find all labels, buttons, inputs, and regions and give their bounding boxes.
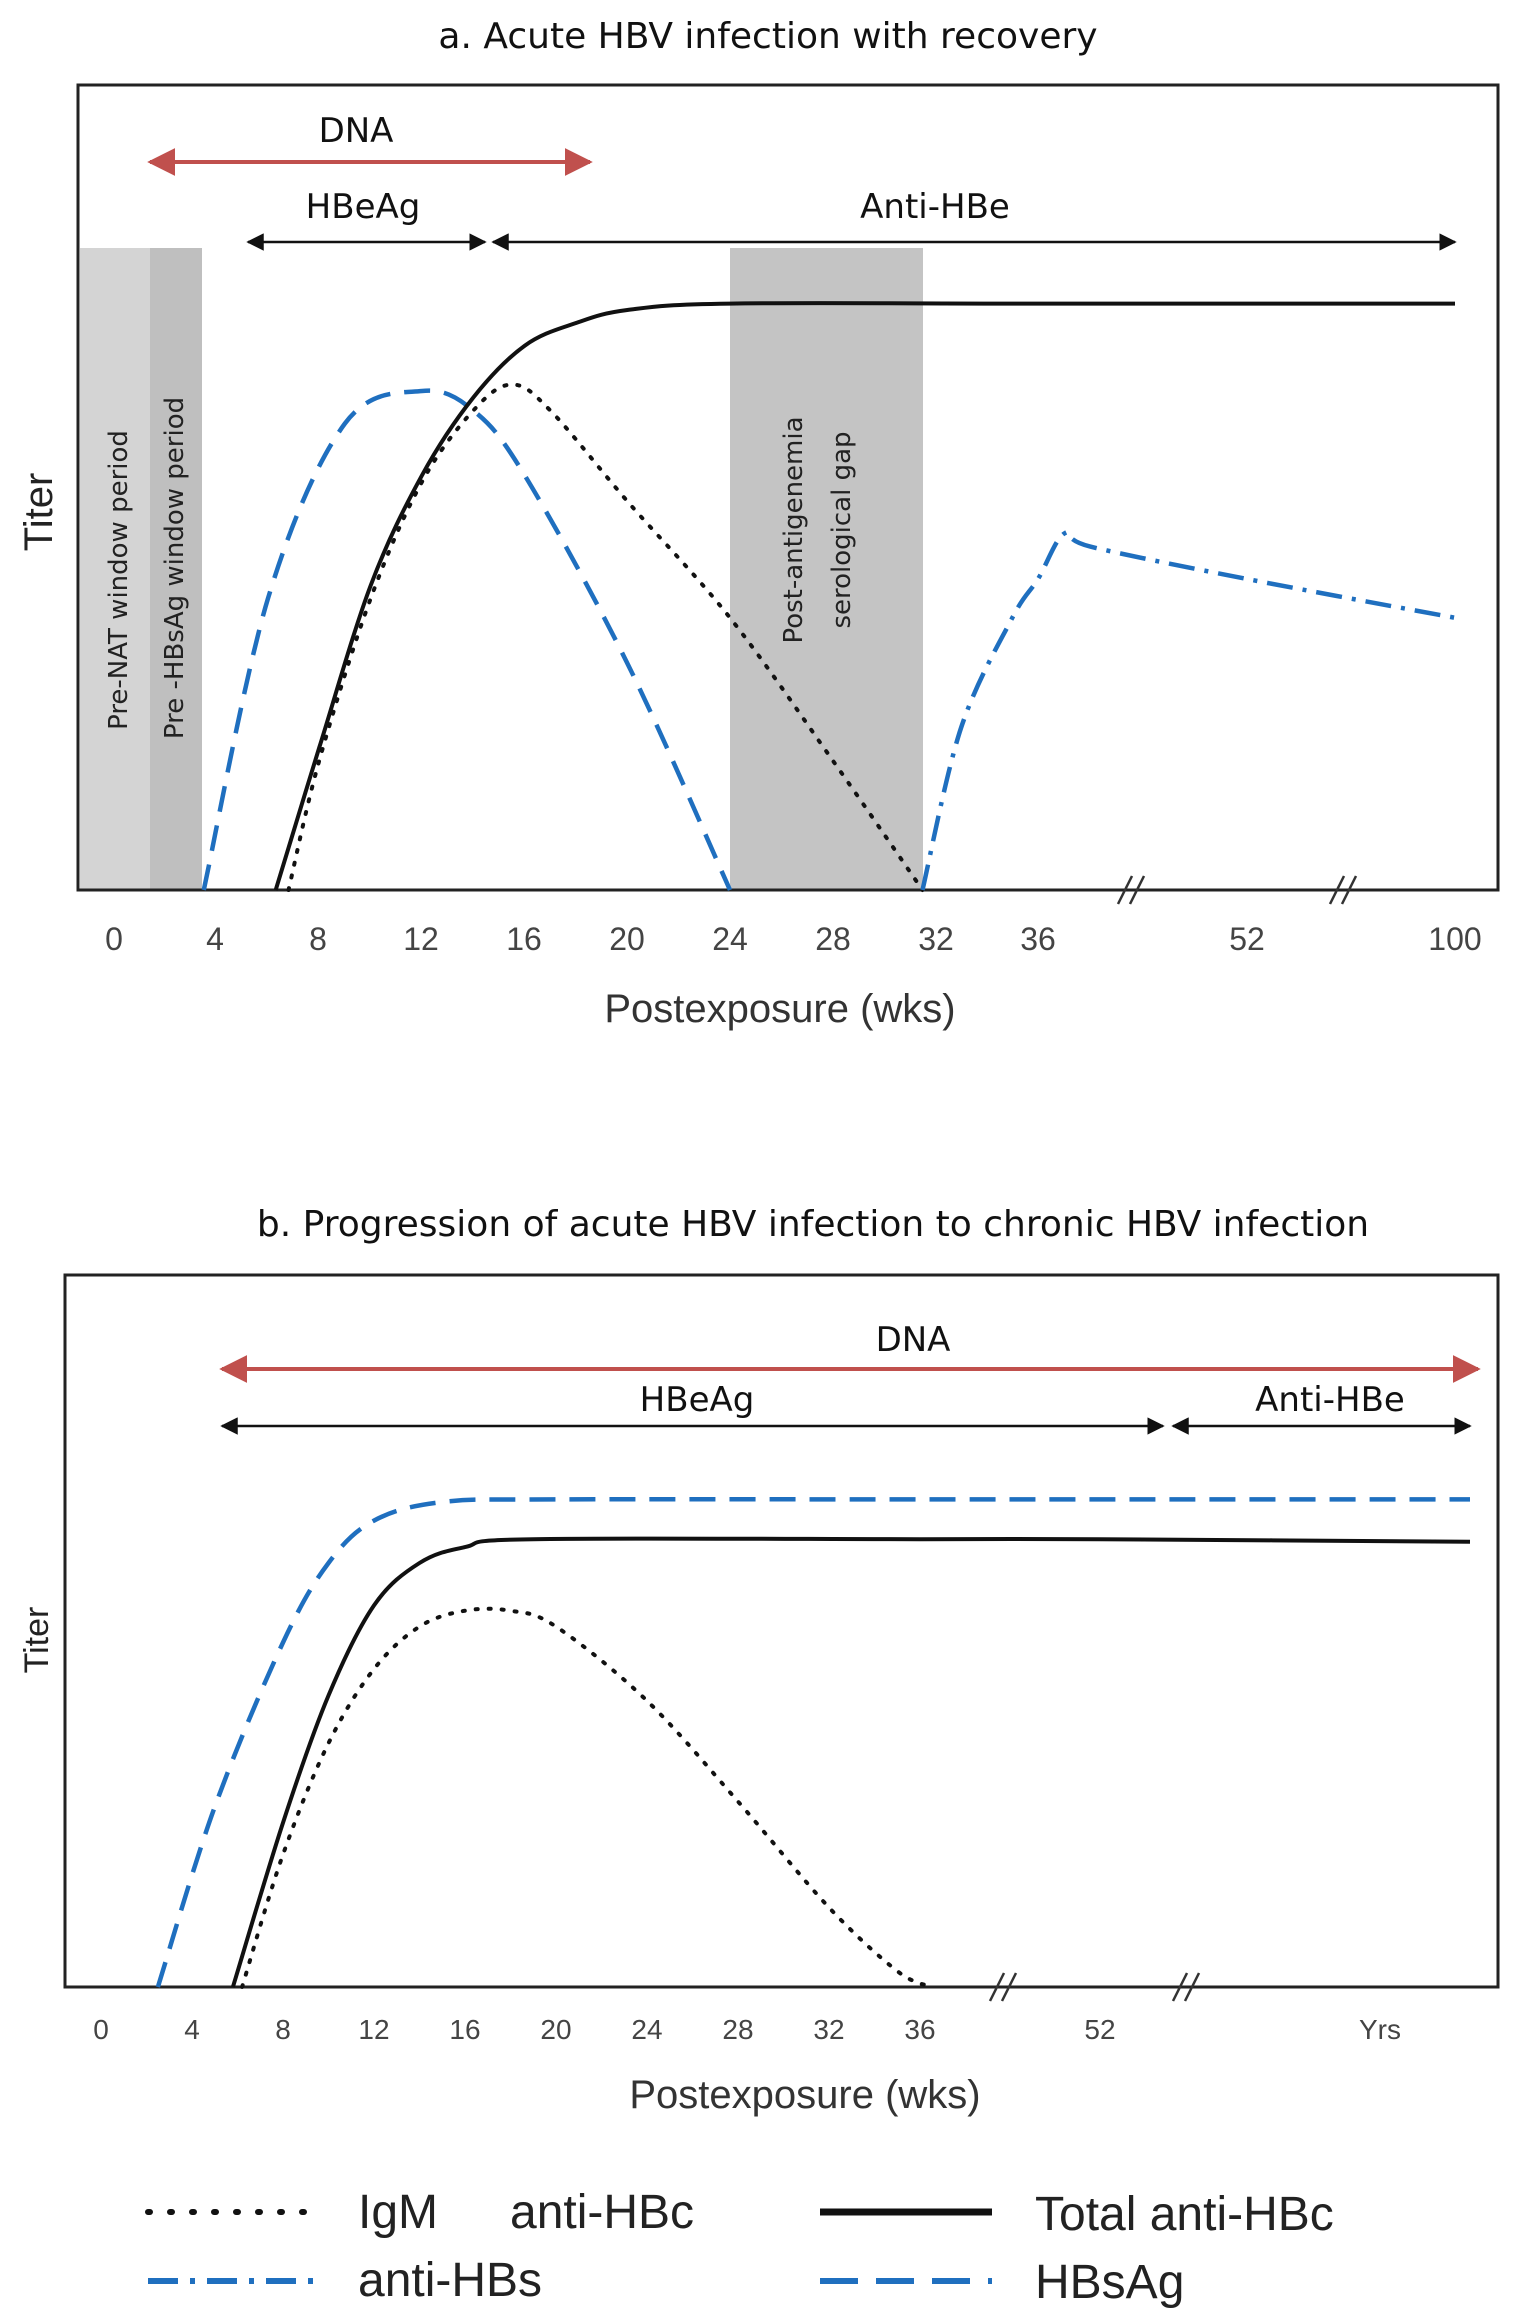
gap-label-line1: Post-antigenemia [779, 416, 809, 643]
antihbe-label-a: Anti-HBe [860, 187, 1010, 227]
tick-a-3: 12 [403, 921, 439, 957]
tick-b-2: 8 [275, 2014, 291, 2045]
tick-a-5: 20 [609, 921, 645, 957]
antihbe-label-b: Anti-HBe [1255, 1380, 1405, 1420]
tick-a-6: 24 [712, 921, 748, 957]
panel-a-antihbs-curve [920, 530, 1456, 891]
legend-antihbs-label: anti-HBs [358, 2254, 542, 2307]
tick-a-10: 52 [1229, 921, 1265, 957]
hbeag-label-b: HBeAg [640, 1380, 755, 1420]
tick-a-1: 4 [206, 921, 224, 957]
dna-label-a: DNA [319, 111, 394, 151]
tick-b-6: 24 [631, 2014, 662, 2045]
tick-b-0: 0 [93, 2014, 109, 2045]
panel-b-hbsag-curve [155, 1496, 1470, 1988]
panel-b-total-antihbc-curve [230, 1536, 1471, 1988]
serological-gap-shade [730, 248, 923, 890]
tick-a-4: 16 [506, 921, 542, 957]
tick-b-3: 12 [358, 2014, 389, 2045]
tick-a-11: 100 [1428, 921, 1481, 957]
hbeag-label-a: HBeAg [306, 187, 421, 227]
legend-total-label: Total anti-HBc [1035, 2188, 1334, 2241]
tick-b-5: 20 [540, 2014, 571, 2045]
panel-b-title: b. Progression of acute HBV infection to… [257, 1204, 1369, 1245]
tick-b-11: Yrs [1359, 2014, 1401, 2045]
legend-igm-suffix: anti-HBc [510, 2186, 694, 2239]
tick-b-10: 52 [1084, 2014, 1115, 2045]
tick-a-9: 36 [1020, 921, 1056, 957]
legend-igm-label: IgM [358, 2186, 438, 2239]
panel-b: b. Progression of acute HBV infection to… [18, 1204, 1500, 2117]
tick-b-1: 4 [184, 2014, 200, 2045]
tick-b-7: 28 [722, 2014, 753, 2045]
panel-a-xlabel: Postexposure (wks) [604, 987, 955, 1031]
tick-b-8: 32 [813, 2014, 844, 2045]
panel-a-ylabel: Titer [17, 473, 61, 552]
pre-nat-window-label: Pre-NAT window period [104, 430, 134, 730]
dna-label-b: DNA [876, 1320, 951, 1360]
panel-a-title: a. Acute HBV infection with recovery [438, 16, 1097, 57]
axis-break-a [1116, 875, 1358, 905]
tick-a-0: 0 [105, 921, 123, 957]
panel-a-hbsag-curve [201, 388, 733, 891]
tick-a-7: 28 [815, 921, 851, 957]
pre-hbsag-window-shade [150, 248, 202, 890]
axis-break-b [988, 1972, 1201, 2002]
panel-a-igm-antihbc-curve [286, 382, 925, 892]
tick-b-4: 16 [449, 2014, 480, 2045]
legend-hbsag-label: HBsAg [1035, 2256, 1184, 2309]
panel-b-ylabel: Titer [18, 1607, 56, 1674]
pre-hbsag-window-label: Pre -HBsAg window period [160, 397, 190, 739]
pre-nat-window-shade [80, 248, 150, 890]
tick-b-9: 36 [904, 2014, 935, 2045]
panel-b-frame [63, 1273, 1500, 1989]
tick-a-2: 8 [309, 921, 327, 957]
panel-a-frame [76, 83, 1500, 892]
tick-a-8: 32 [918, 921, 954, 957]
panel-b-igm-antihbc-curve [240, 1606, 934, 1989]
gap-label-line2: serological gap [827, 431, 857, 628]
panel-b-xlabel: Postexposure (wks) [629, 2073, 980, 2117]
legend: IgM anti-HBc Total anti-HBc anti-HBs HBs… [145, 2186, 1334, 2309]
panel-a-total-antihbc-curve [273, 301, 1455, 891]
panel-a: a. Acute HBV infection with recovery Pre… [17, 16, 1500, 1031]
